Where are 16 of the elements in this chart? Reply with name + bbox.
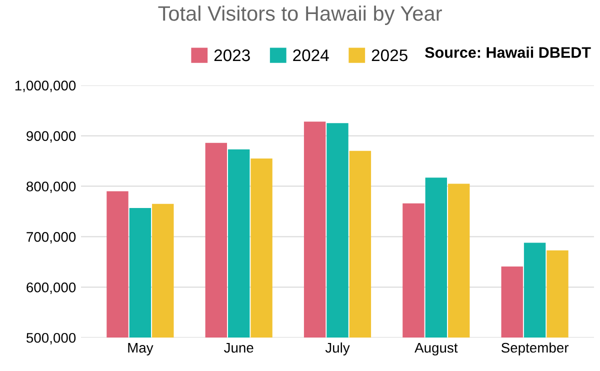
x-tick-label: August: [414, 342, 458, 356]
y-tick-label: 900,000: [26, 131, 76, 143]
legend-label: 2025: [372, 49, 408, 62]
chart-title: Total Visitors to Hawaii by Year: [158, 6, 442, 25]
legend-label: 2023: [214, 49, 250, 62]
y-tick-label: 600,000: [26, 282, 76, 294]
y-tick-label: 500,000: [26, 332, 76, 344]
x-tick-label: July: [325, 342, 350, 356]
legend-label: 2024: [293, 49, 329, 62]
x-tick-label: May: [128, 342, 154, 356]
y-tick-label: 700,000: [26, 232, 76, 244]
x-tick-label: September: [501, 342, 569, 356]
y-tick-label: 800,000: [26, 182, 76, 194]
x-tick-label: June: [224, 342, 254, 353]
y-tick-label: 1,000,000: [15, 80, 76, 92]
source-note: Source: Hawaii DBEDT: [425, 46, 591, 58]
